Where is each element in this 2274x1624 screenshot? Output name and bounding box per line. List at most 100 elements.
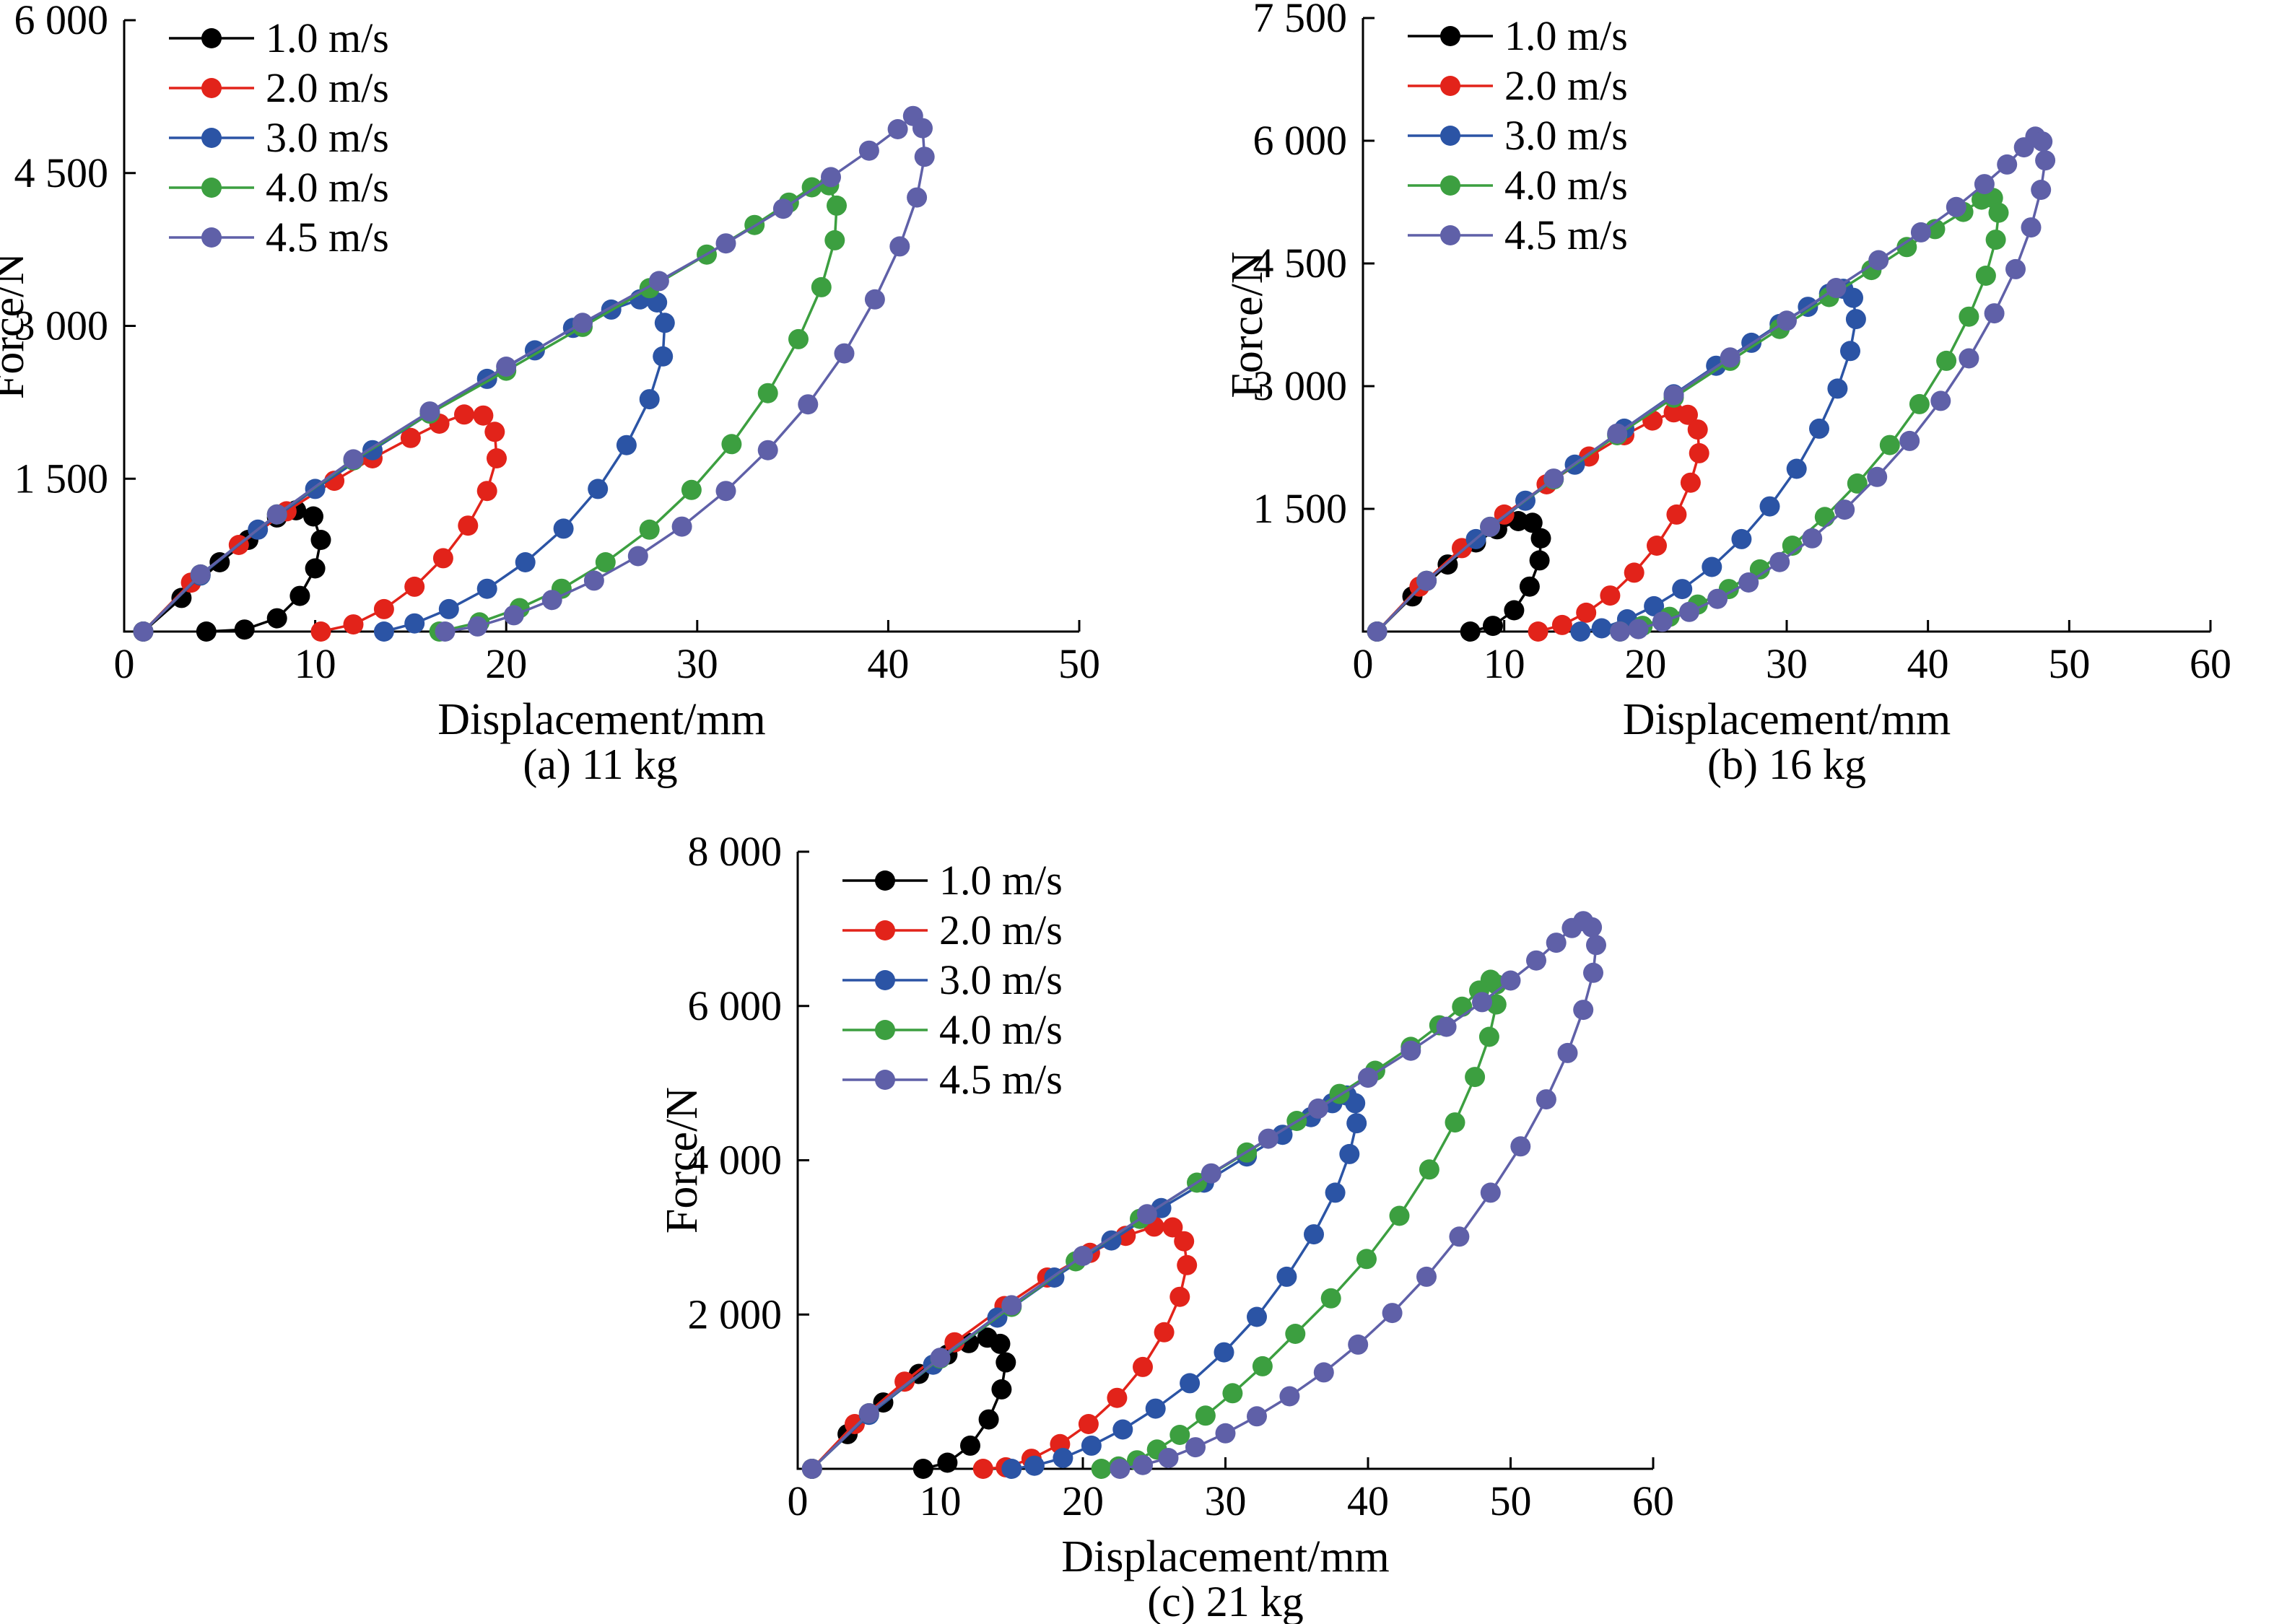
data-point — [1024, 1455, 1045, 1476]
data-point — [1136, 1204, 1157, 1225]
data-point — [1389, 1205, 1410, 1226]
data-point — [721, 434, 742, 455]
data-point — [171, 588, 192, 608]
data-point — [1985, 230, 2006, 250]
data-point — [1543, 468, 1564, 489]
y-tick-label: 1 500 — [14, 455, 109, 502]
data-point — [1607, 423, 1628, 444]
legend-marker — [1440, 175, 1460, 196]
data-point — [1769, 551, 1790, 572]
data-point — [1586, 935, 1606, 956]
data-point — [788, 328, 809, 349]
legend-marker — [201, 28, 222, 48]
data-point — [1449, 1226, 1470, 1247]
data-point — [266, 608, 287, 629]
data-point — [1535, 1089, 1556, 1110]
data-point — [1339, 1143, 1360, 1164]
x-tick-label: 20 — [1624, 640, 1666, 687]
data-point — [715, 481, 736, 502]
data-point — [438, 598, 459, 619]
data-point — [343, 614, 364, 635]
data-point — [487, 448, 507, 468]
data-point — [515, 552, 536, 572]
legend-marker — [875, 1020, 895, 1040]
data-point — [1644, 595, 1665, 616]
data-point — [1169, 1286, 1190, 1307]
data-point — [467, 616, 488, 637]
data-point — [1959, 306, 1979, 327]
y-tick-label: 3 000 — [1253, 362, 1348, 409]
data-point — [1452, 996, 1473, 1017]
data-point — [1472, 992, 1492, 1013]
data-point — [266, 504, 287, 525]
data-point — [1400, 1040, 1421, 1061]
data-point — [1416, 1266, 1437, 1287]
data-point — [1174, 1231, 1195, 1252]
data-point — [1896, 237, 1917, 258]
data-point — [1573, 1000, 1594, 1021]
legend-marker — [1440, 26, 1460, 46]
data-point — [2031, 180, 2052, 200]
data-point — [978, 1409, 999, 1430]
data-point — [1185, 1437, 1206, 1458]
data-point — [864, 289, 885, 310]
data-point — [1845, 309, 1866, 330]
data-point — [1162, 1217, 1183, 1238]
data-point — [484, 422, 505, 442]
data-point — [595, 552, 616, 572]
data-point — [959, 1332, 979, 1353]
legend-label: 2.0 m/s — [1504, 62, 1628, 109]
data-point — [1258, 1128, 1278, 1149]
data-point — [1570, 621, 1591, 642]
series-line — [142, 509, 323, 633]
data-point — [400, 427, 421, 448]
x-tick-label: 50 — [1058, 640, 1100, 687]
data-point — [1465, 1067, 1486, 1088]
data-point — [1679, 601, 1699, 622]
data-point — [2032, 131, 2053, 152]
data-point — [1112, 1419, 1133, 1440]
data-point — [310, 530, 331, 550]
chart-c-canvas: 0 10 20 30 40 50 60 2 000 4 000 6 000 8 000 Displac… — [658, 828, 1674, 1581]
data-point — [1702, 556, 1722, 577]
data-point — [1346, 1113, 1367, 1134]
data-point — [1666, 504, 1687, 525]
x-tick-label: 60 — [1632, 1477, 1674, 1524]
data-point — [435, 621, 456, 642]
x-tick-label: 50 — [1490, 1477, 1532, 1524]
data-point — [1984, 303, 2005, 324]
legend-marker — [201, 178, 222, 198]
data-point — [1500, 970, 1521, 991]
legend-label: 4.0 m/s — [1504, 162, 1628, 209]
data-point — [757, 440, 778, 460]
data-point — [1652, 611, 1673, 632]
x-tick-label: 40 — [867, 640, 909, 687]
data-point — [1529, 550, 1550, 571]
data-point — [1687, 419, 1708, 440]
legend-label: 4.0 m/s — [939, 1006, 1063, 1053]
legend-label: 4.5 m/s — [939, 1056, 1063, 1103]
data-point — [990, 1333, 1011, 1354]
data-point — [1382, 1303, 1403, 1324]
data-point — [588, 479, 609, 499]
data-point — [1899, 430, 1920, 451]
data-point — [1214, 1342, 1234, 1363]
y-tick-label: 4 000 — [688, 1137, 783, 1184]
data-point — [2021, 217, 2042, 238]
chart-a-caption: (a) 11 kg — [523, 741, 678, 788]
data-point — [1530, 528, 1551, 549]
legend-label: 1.0 m/s — [266, 14, 389, 61]
data-point — [1786, 458, 1807, 479]
data-point — [1909, 393, 1930, 414]
data-point — [772, 198, 793, 219]
legend-label: 3.0 m/s — [1504, 112, 1628, 159]
y-tick-label: 2 000 — [688, 1291, 783, 1337]
data-point — [1959, 348, 1979, 369]
y-axis-title: Force/N — [0, 253, 33, 399]
y-tick-label: 8 000 — [688, 828, 783, 875]
data-point — [845, 1414, 865, 1434]
data-point — [653, 346, 674, 367]
x-axis-title: Displacement/mm — [1623, 695, 1951, 744]
legend-label: 3.0 m/s — [266, 114, 389, 161]
